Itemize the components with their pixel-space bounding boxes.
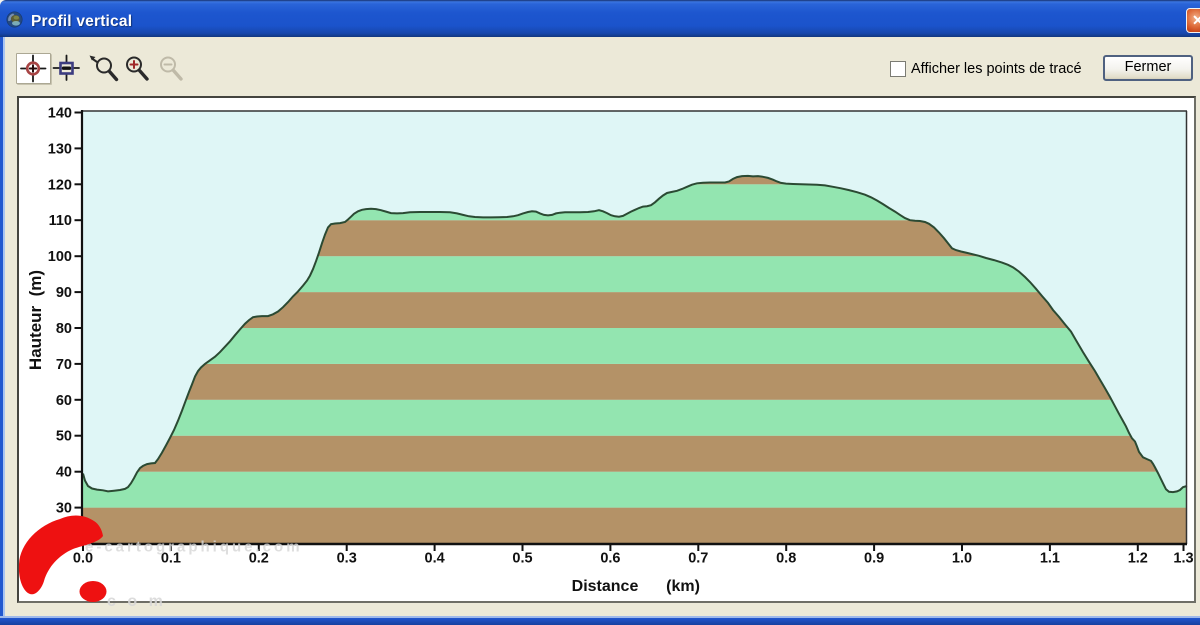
svg-text:70: 70 xyxy=(56,357,72,373)
svg-text:120: 120 xyxy=(48,177,72,193)
svg-text:1.1: 1.1 xyxy=(1040,551,1060,567)
svg-text:0.9: 0.9 xyxy=(864,551,884,567)
svg-text:1.2: 1.2 xyxy=(1128,551,1148,567)
svg-text:0.2: 0.2 xyxy=(249,551,269,567)
svg-text:0.6: 0.6 xyxy=(600,551,620,567)
svg-text:0.8: 0.8 xyxy=(776,551,796,567)
svg-text:40: 40 xyxy=(56,465,72,481)
svg-text:com: com xyxy=(107,593,174,610)
svg-text:100: 100 xyxy=(48,249,72,265)
svg-text:Distance: Distance xyxy=(572,578,639,595)
svg-text:0.1: 0.1 xyxy=(161,551,181,567)
svg-text:Hauteur (m): Hauteur (m) xyxy=(26,270,45,370)
svg-text:140: 140 xyxy=(48,106,72,122)
svg-text:1.0: 1.0 xyxy=(952,551,972,567)
svg-text:50: 50 xyxy=(56,429,72,445)
svg-text:0.4: 0.4 xyxy=(425,551,445,567)
svg-text:0.7: 0.7 xyxy=(688,551,708,567)
svg-text:0.5: 0.5 xyxy=(512,551,532,567)
svg-text:(km): (km) xyxy=(666,578,700,595)
svg-text:1.3: 1.3 xyxy=(1173,551,1193,567)
svg-text:0.3: 0.3 xyxy=(337,551,357,567)
svg-text:110: 110 xyxy=(49,213,72,229)
svg-text:130: 130 xyxy=(48,141,72,157)
svg-text:e-cartographique.com: e-cartographique.com xyxy=(85,539,303,556)
svg-text:90: 90 xyxy=(56,285,72,301)
svg-text:30: 30 xyxy=(56,501,72,517)
svg-text:60: 60 xyxy=(56,393,72,409)
svg-text:0.0: 0.0 xyxy=(73,551,93,567)
svg-text:80: 80 xyxy=(56,321,72,337)
